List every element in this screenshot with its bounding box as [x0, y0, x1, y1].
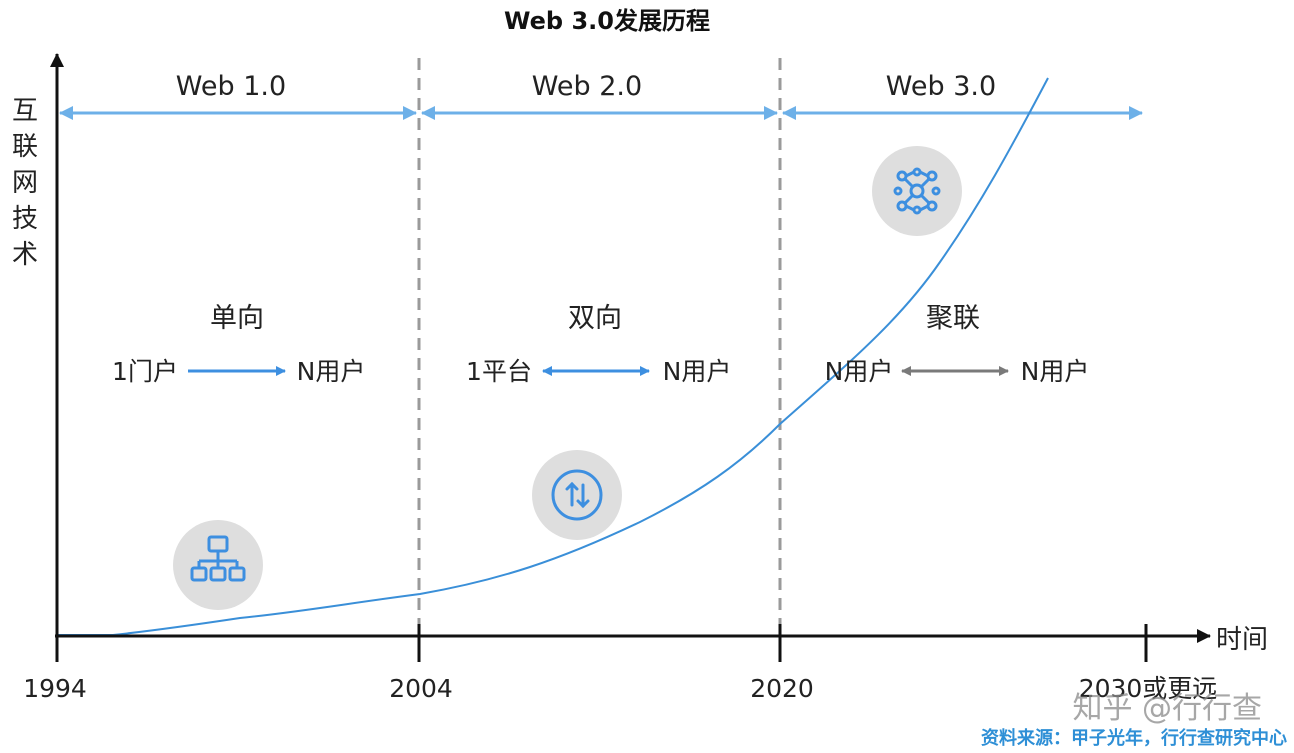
- node-web3-right: N用户: [1021, 357, 1090, 386]
- node-web2-right: N用户: [663, 357, 732, 386]
- y-axis-label: 互联网技术: [12, 96, 38, 270]
- network-icon: [872, 146, 962, 236]
- exchange-icon: [532, 450, 622, 540]
- tick-label-2004: 2004: [389, 674, 453, 703]
- growth-curve: [57, 77, 1049, 636]
- node-web3-left: N用户: [825, 357, 894, 386]
- era-name-web2: Web 2.0: [532, 71, 642, 102]
- node-web1-left: 1门户: [112, 357, 178, 386]
- mode-web2: 双向: [568, 303, 622, 334]
- era-name-web3: Web 3.0: [886, 71, 996, 102]
- mode-web1: 单向: [210, 303, 264, 334]
- node-web1-right: N用户: [297, 357, 366, 386]
- mode-web3: 聚联: [926, 303, 980, 334]
- diagram-title: Web 3.0发展历程: [504, 7, 710, 35]
- watermark: 知乎 @行行查: [1072, 691, 1262, 726]
- x-axis-label: 时间: [1216, 625, 1268, 655]
- era-name-web1: Web 1.0: [176, 71, 286, 102]
- tick-label-2020: 2020: [750, 674, 814, 703]
- hierarchy-icon: [173, 520, 263, 610]
- tick-label-2030: 2030或更远: [1079, 674, 1218, 703]
- node-web2-left: 1平台: [466, 357, 532, 386]
- tick-label-1994: 1994: [23, 674, 87, 703]
- source-note: 资料来源：甲子光年，行行查研究中心: [981, 727, 1287, 749]
